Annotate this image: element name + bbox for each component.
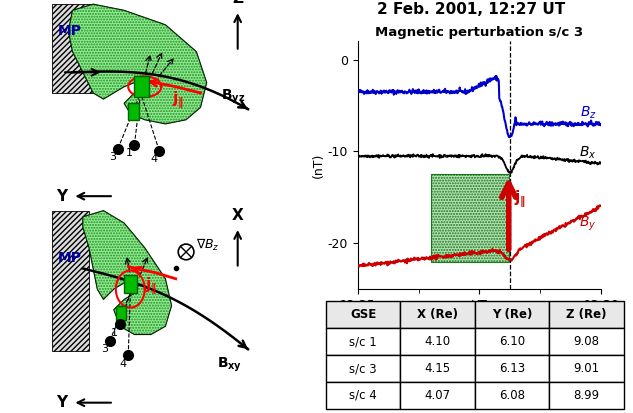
- Text: Z: Z: [232, 0, 243, 6]
- Text: 1: 1: [126, 148, 133, 158]
- Text: 1: 1: [111, 328, 118, 337]
- Text: 3: 3: [101, 344, 108, 354]
- Text: Y: Y: [56, 395, 68, 410]
- Text: $\mathbf{j_{\|}}$: $\mathbf{j_{\|}}$: [513, 188, 525, 210]
- Text: $B_z$: $B_z$: [580, 105, 596, 121]
- Bar: [134, 76, 149, 97]
- Text: X: X: [232, 208, 244, 223]
- Text: $\mathbf{B_{xy}}$: $\mathbf{B_{xy}}$: [217, 356, 242, 374]
- Text: $\mathbf{B_{yz}}$: $\mathbf{B_{yz}}$: [221, 87, 246, 105]
- Text: Y: Y: [56, 189, 68, 204]
- Bar: [124, 275, 137, 293]
- Text: 4: 4: [151, 154, 158, 164]
- Polygon shape: [68, 4, 207, 124]
- Text: 4: 4: [120, 358, 127, 368]
- Text: $\nabla B_z$: $\nabla B_z$: [196, 237, 220, 253]
- Bar: [116, 306, 126, 320]
- Text: $\mathbf{j_{\|}}$: $\mathbf{j_{\|}}$: [145, 275, 157, 297]
- Text: $B_y$: $B_y$: [579, 215, 596, 233]
- Y-axis label: (nT): (nT): [312, 152, 325, 178]
- Text: $\mathbf{j_{\|}}$: $\mathbf{j_{\|}}$: [172, 89, 184, 111]
- Text: MP: MP: [58, 251, 82, 265]
- Title: Magnetic perturbation s/c 3: Magnetic perturbation s/c 3: [375, 26, 584, 39]
- Text: MP: MP: [58, 24, 82, 38]
- Text: 3: 3: [110, 152, 116, 162]
- Polygon shape: [52, 4, 93, 93]
- Polygon shape: [52, 211, 89, 351]
- Bar: [128, 103, 139, 120]
- Text: 2 Feb. 2001, 12:27 UT: 2 Feb. 2001, 12:27 UT: [377, 2, 566, 17]
- Text: $B_x$: $B_x$: [579, 145, 596, 161]
- Bar: [430, 174, 509, 261]
- Polygon shape: [83, 211, 172, 335]
